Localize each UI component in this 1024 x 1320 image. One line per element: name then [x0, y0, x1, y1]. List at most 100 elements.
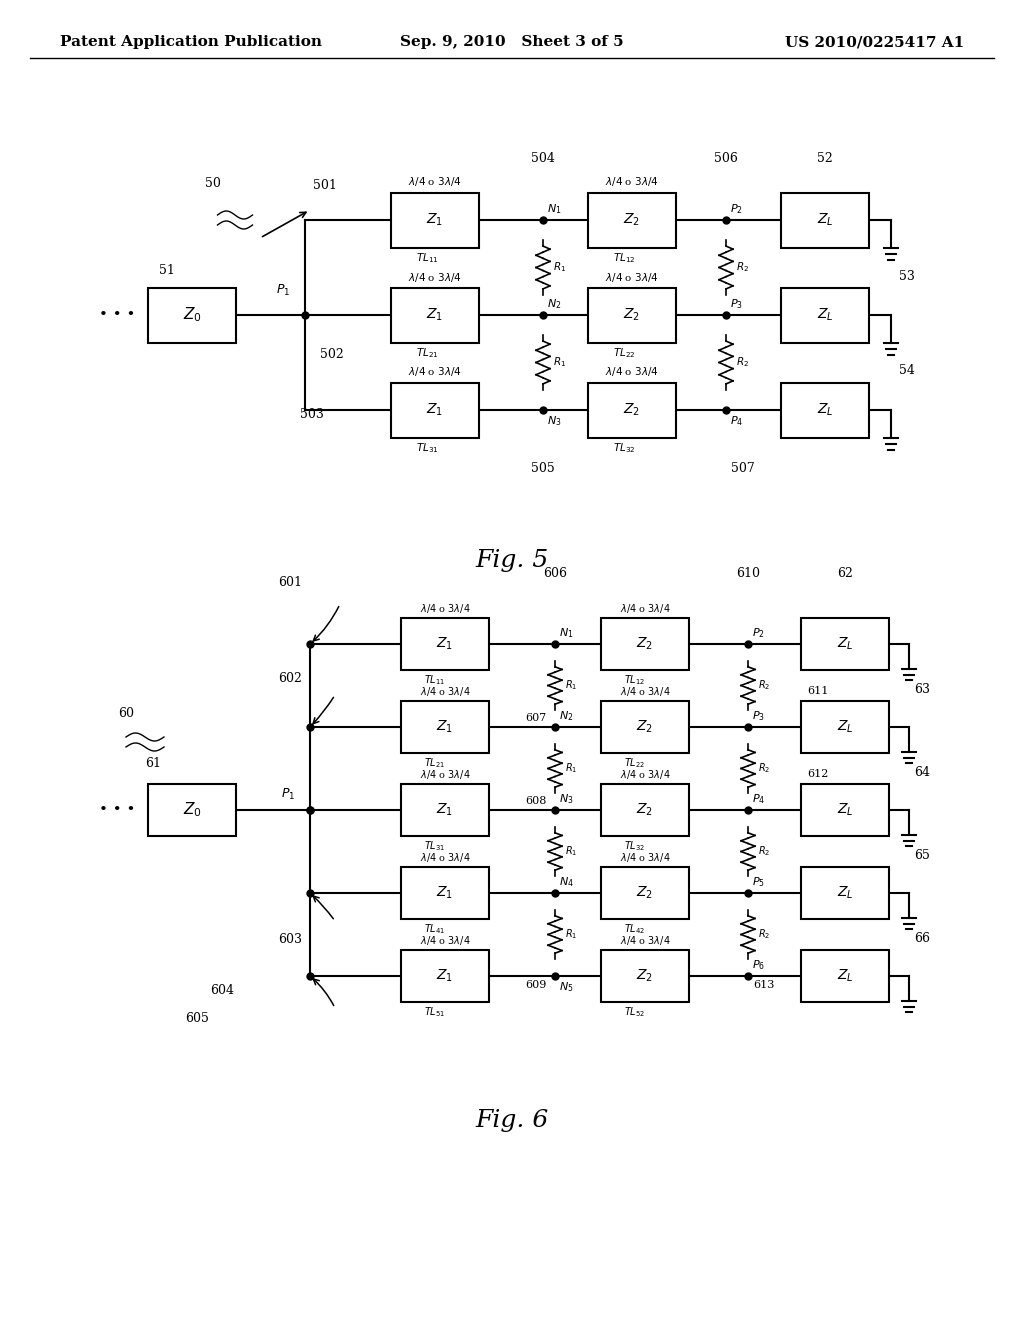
Text: $P_5$: $P_5$ — [752, 875, 765, 888]
Text: $TL_{11}$: $TL_{11}$ — [416, 252, 438, 265]
Text: $Z_2$: $Z_2$ — [637, 884, 653, 902]
Text: 63: 63 — [914, 682, 930, 696]
Bar — [601, 618, 689, 671]
Bar — [781, 193, 869, 248]
Text: $TL_{22}$: $TL_{22}$ — [612, 346, 635, 360]
Text: $Z_0$: $Z_0$ — [182, 306, 202, 325]
Text: $R_1$: $R_1$ — [565, 678, 578, 693]
Text: $R_1$: $R_1$ — [565, 845, 578, 858]
Text: $R_1$: $R_1$ — [565, 762, 578, 775]
Text: 51: 51 — [159, 264, 175, 276]
Text: $P_1$: $P_1$ — [281, 787, 295, 803]
Bar — [601, 867, 689, 919]
Text: $\lambda/4$ o $3\lambda/4$: $\lambda/4$ o $3\lambda/4$ — [620, 768, 671, 781]
Text: $Z_L$: $Z_L$ — [837, 884, 853, 902]
Text: Fig. 6: Fig. 6 — [475, 1109, 549, 1131]
Text: $Z_L$: $Z_L$ — [837, 968, 853, 985]
Text: 607: 607 — [525, 713, 547, 723]
Text: $TL_{31}$: $TL_{31}$ — [424, 840, 445, 853]
Text: 505: 505 — [531, 462, 555, 475]
Text: $Z_2$: $Z_2$ — [637, 968, 653, 985]
Text: $P_4$: $P_4$ — [730, 414, 743, 428]
Text: 52: 52 — [817, 152, 833, 165]
Text: $TL_{41}$: $TL_{41}$ — [424, 921, 445, 936]
Text: 506: 506 — [714, 152, 738, 165]
Text: 602: 602 — [279, 672, 302, 685]
Bar — [391, 193, 479, 248]
Text: 60: 60 — [118, 708, 134, 719]
Text: $\lambda/4$ o $3\lambda/4$: $\lambda/4$ o $3\lambda/4$ — [420, 851, 470, 865]
Text: $\lambda/4$ o $3\lambda/4$: $\lambda/4$ o $3\lambda/4$ — [620, 602, 671, 615]
Text: $R_2$: $R_2$ — [758, 762, 770, 775]
Bar — [401, 701, 489, 752]
Text: $\lambda/4$ o $3\lambda/4$: $\lambda/4$ o $3\lambda/4$ — [620, 935, 671, 946]
Text: $\lambda/4$ o $3\lambda/4$: $\lambda/4$ o $3\lambda/4$ — [620, 851, 671, 865]
Bar — [401, 950, 489, 1002]
Text: Fig. 5: Fig. 5 — [475, 549, 549, 572]
Text: $Z_2$: $Z_2$ — [624, 306, 641, 323]
Text: $N_3$: $N_3$ — [547, 414, 561, 428]
Text: $P_2$: $P_2$ — [730, 202, 742, 216]
Text: $TL_{32}$: $TL_{32}$ — [612, 441, 635, 455]
Text: 612: 612 — [807, 770, 828, 779]
Text: $\lambda/4$ o $3\lambda/4$: $\lambda/4$ o $3\lambda/4$ — [605, 271, 658, 284]
Text: $Z_L$: $Z_L$ — [837, 801, 853, 818]
Text: $\lambda/4$ o $3\lambda/4$: $\lambda/4$ o $3\lambda/4$ — [605, 176, 658, 189]
Text: 503: 503 — [300, 408, 324, 421]
Bar — [401, 784, 489, 836]
Text: 604: 604 — [210, 985, 234, 998]
Text: $R_1$: $R_1$ — [565, 928, 578, 941]
Text: 66: 66 — [914, 932, 930, 945]
Text: $Z_1$: $Z_1$ — [436, 968, 454, 985]
Text: $R_1$: $R_1$ — [553, 355, 566, 370]
Text: $P_6$: $P_6$ — [752, 958, 765, 972]
Text: $TL_{12}$: $TL_{12}$ — [612, 252, 635, 265]
Bar — [601, 701, 689, 752]
Text: $R_2$: $R_2$ — [736, 355, 749, 370]
Text: • • •: • • • — [98, 803, 135, 817]
Text: $TL_{22}$: $TL_{22}$ — [625, 756, 646, 770]
Text: 609: 609 — [525, 979, 547, 990]
Text: • • •: • • • — [98, 308, 135, 322]
Text: 65: 65 — [914, 849, 930, 862]
Text: $Z_2$: $Z_2$ — [637, 636, 653, 652]
Text: $N_2$: $N_2$ — [559, 709, 573, 723]
Text: 601: 601 — [278, 576, 302, 589]
Text: $Z_L$: $Z_L$ — [837, 636, 853, 652]
Bar — [601, 784, 689, 836]
Text: 606: 606 — [543, 568, 567, 579]
Text: 62: 62 — [837, 568, 853, 579]
Bar — [148, 288, 236, 342]
Text: $R_2$: $R_2$ — [758, 845, 770, 858]
Text: $Z_1$: $Z_1$ — [436, 636, 454, 652]
Text: $N_1$: $N_1$ — [547, 202, 561, 216]
Bar — [801, 950, 889, 1002]
Text: 603: 603 — [278, 933, 302, 946]
Text: Patent Application Publication: Patent Application Publication — [60, 36, 322, 49]
Bar — [781, 383, 869, 437]
Text: $Z_2$: $Z_2$ — [637, 801, 653, 818]
Text: 502: 502 — [319, 348, 344, 362]
Bar — [801, 867, 889, 919]
Text: $\lambda/4$ o $3\lambda/4$: $\lambda/4$ o $3\lambda/4$ — [420, 935, 470, 946]
Bar — [401, 867, 489, 919]
Text: $\lambda/4$ o $3\lambda/4$: $\lambda/4$ o $3\lambda/4$ — [409, 176, 462, 189]
Text: $TL_{31}$: $TL_{31}$ — [416, 441, 438, 455]
Text: 64: 64 — [914, 766, 930, 779]
Text: $\lambda/4$ o $3\lambda/4$: $\lambda/4$ o $3\lambda/4$ — [409, 366, 462, 379]
Text: 504: 504 — [531, 152, 555, 165]
Text: $Z_L$: $Z_L$ — [817, 401, 834, 418]
Text: 613: 613 — [753, 979, 774, 990]
Text: 608: 608 — [525, 796, 547, 807]
Text: $P_3$: $P_3$ — [730, 297, 743, 312]
Bar — [801, 618, 889, 671]
Text: $TL_{52}$: $TL_{52}$ — [625, 1005, 646, 1019]
Bar — [801, 784, 889, 836]
Text: $Z_2$: $Z_2$ — [624, 211, 641, 228]
Text: Sep. 9, 2010   Sheet 3 of 5: Sep. 9, 2010 Sheet 3 of 5 — [400, 36, 624, 49]
Bar — [391, 383, 479, 437]
Text: $Z_1$: $Z_1$ — [426, 306, 443, 323]
Text: $N_5$: $N_5$ — [559, 979, 573, 994]
Bar — [588, 288, 676, 342]
Text: $Z_L$: $Z_L$ — [837, 719, 853, 735]
